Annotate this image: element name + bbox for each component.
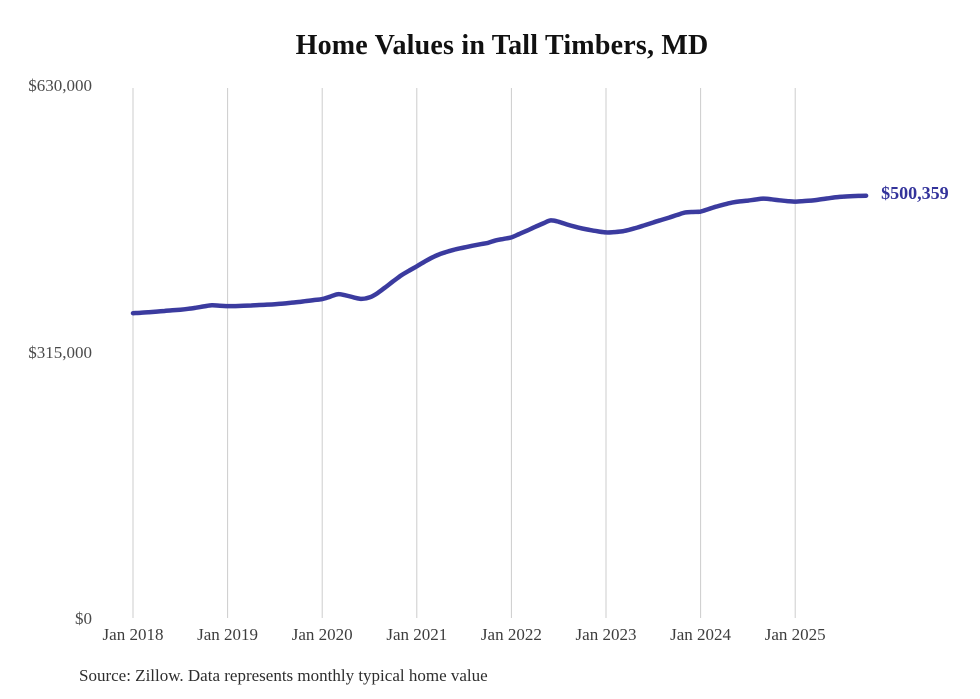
x-axis-tick-label: Jan 2022 bbox=[480, 625, 542, 644]
y-axis-tick-label: $315,000 bbox=[28, 342, 92, 362]
vertical-gridlines bbox=[132, 88, 796, 618]
x-axis-tick-label: Jan 2024 bbox=[670, 625, 732, 644]
home-value-line bbox=[130, 193, 869, 316]
source-note: Source: Zillow. Data represents monthly … bbox=[79, 666, 488, 685]
x-axis-tick-label: Jan 2023 bbox=[575, 625, 637, 644]
x-axis-tick-label: Jan 2020 bbox=[291, 625, 353, 644]
x-axis-tick-label: Jan 2021 bbox=[386, 625, 448, 644]
chart-title: Home Values in Tall Timbers, MD bbox=[295, 30, 709, 61]
x-axis-tick-label: Jan 2018 bbox=[102, 625, 164, 644]
x-axis-tick-label: Jan 2025 bbox=[764, 625, 826, 644]
y-axis-tick-label: $0 bbox=[75, 609, 92, 628]
y-axis-tick-label: $630,000 bbox=[28, 76, 92, 95]
latest-value-label: $500,359 bbox=[881, 182, 949, 203]
x-axis-tick-label: Jan 2019 bbox=[197, 625, 259, 644]
